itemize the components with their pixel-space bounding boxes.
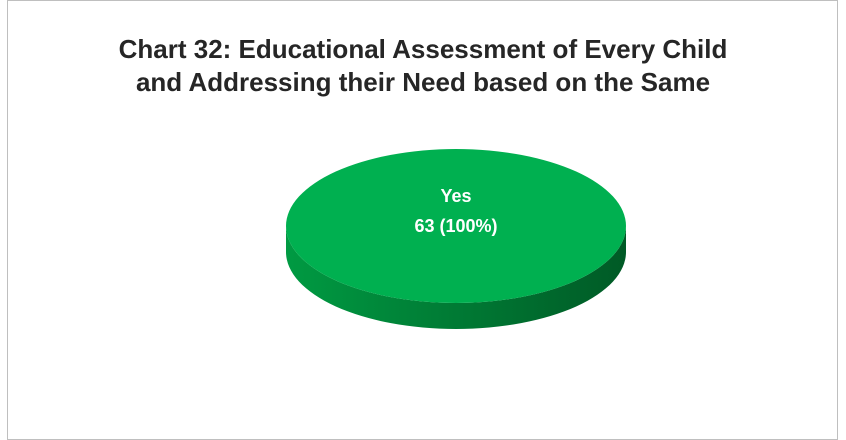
slice-yes bbox=[286, 149, 626, 303]
slice-side-yes bbox=[286, 226, 626, 329]
chart-title-line-2: and Addressing their Need based on the S… bbox=[135, 67, 711, 97]
pie-data-labels: Yes 63 (100%) bbox=[414, 186, 497, 236]
pie-chart: Yes 63 (100%) bbox=[286, 149, 626, 329]
slice-label-yes: Yes bbox=[440, 186, 471, 206]
pie-slices bbox=[286, 149, 626, 329]
slice-value-yes: 63 (100%) bbox=[414, 216, 497, 236]
chart-title-line-1: Chart 32: Educational Assessment of Ever… bbox=[118, 34, 728, 64]
chart-title: Chart 32: Educational Assessment of Ever… bbox=[0, 33, 846, 99]
